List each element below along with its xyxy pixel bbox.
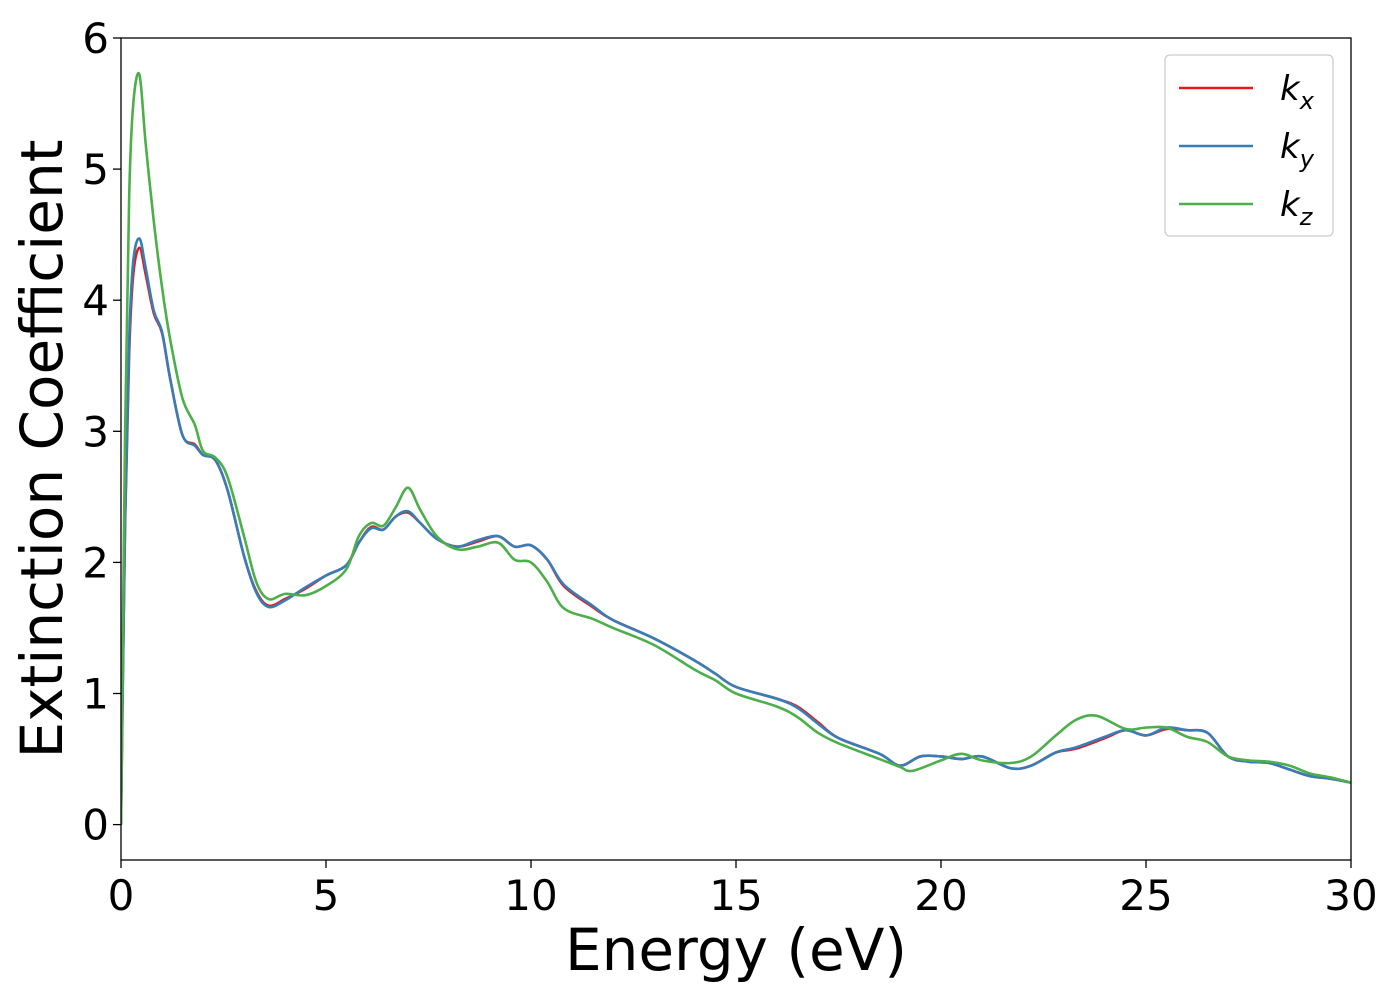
y-tick-label: 5: [82, 145, 109, 194]
series-line-k-y: [121, 237, 1351, 825]
series-line-k-z: [121, 71, 1351, 825]
x-tick-label: 0: [108, 871, 135, 920]
x-axis-ticks: 0 5 10 15 20 25 30: [108, 860, 1378, 920]
y-tick-label: 6: [82, 14, 109, 63]
x-tick-label: 5: [313, 871, 340, 920]
y-tick-label: 0: [82, 801, 109, 850]
x-tick-label: 20: [914, 871, 967, 920]
series-layer: [121, 71, 1351, 825]
x-tick-label: 15: [709, 871, 762, 920]
x-axis-title: Energy (eV): [565, 916, 907, 984]
x-tick-label: 25: [1119, 871, 1172, 920]
y-tick-label: 2: [82, 538, 109, 587]
y-axis-title: Extinction Coefficient: [8, 140, 76, 759]
x-tick-label: 10: [504, 871, 557, 920]
y-tick-label: 3: [82, 407, 109, 456]
y-tick-label: 4: [82, 276, 109, 325]
y-tick-label: 1: [82, 670, 109, 719]
x-tick-label: 30: [1324, 871, 1377, 920]
y-axis-ticks: 0 1 2 3 4 5 6: [82, 14, 121, 850]
